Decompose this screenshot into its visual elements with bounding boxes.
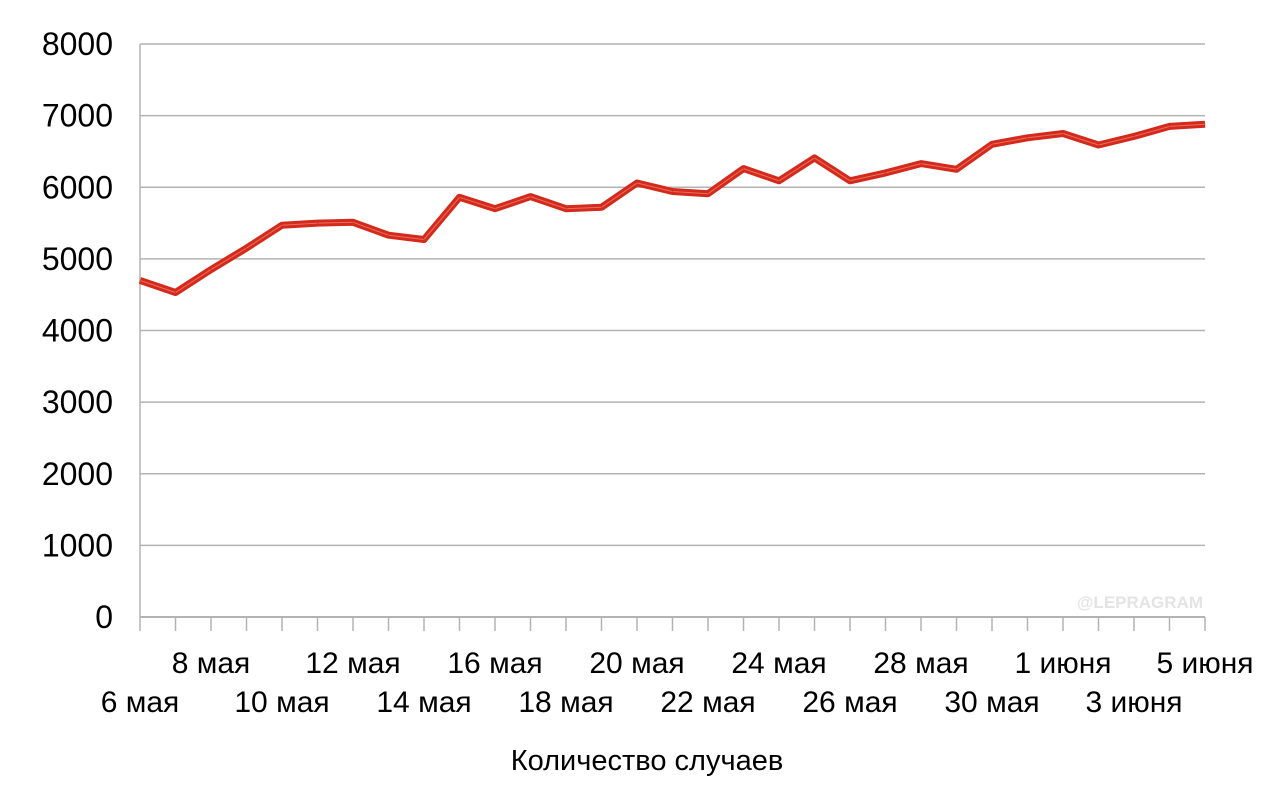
x-tick-label: 18 мая: [518, 686, 613, 719]
data-point: [175, 292, 176, 294]
x-axis-label: Количество случаев: [511, 745, 783, 777]
data-point: [707, 193, 709, 195]
x-tick-label: 30 мая: [944, 686, 1039, 719]
data-point: [991, 143, 993, 145]
y-tick-label: 4000: [42, 313, 113, 349]
x-tick-label: 16 мая: [447, 647, 542, 680]
x-tick-label: 8 мая: [172, 647, 251, 680]
data-point: [210, 269, 212, 271]
x-tick-label: 28 мая: [873, 647, 968, 680]
data-point: [601, 206, 602, 208]
series-line-highlight: [139, 123, 1206, 293]
x-tick-label: 6 мая: [101, 686, 180, 719]
data-point: [459, 196, 460, 198]
x-tick-label: 20 мая: [589, 647, 684, 680]
x-tick-label: 14 мая: [376, 686, 471, 719]
data-point: [494, 208, 496, 210]
data-point: [1062, 133, 1064, 135]
y-tick-label: 1000: [42, 527, 113, 563]
series-line: [138, 120, 1206, 296]
data-point: [814, 157, 815, 159]
x-tick-label: 3 июня: [1085, 686, 1182, 719]
data-point: [1133, 135, 1135, 137]
y-tick-label: 0: [95, 599, 113, 635]
data-point: [1027, 137, 1028, 139]
data-point: [1169, 125, 1170, 127]
data-point: [139, 279, 141, 281]
data-point: [317, 222, 318, 224]
series-group: [138, 120, 1206, 296]
x-tick-label: 10 мая: [234, 686, 329, 719]
data-point: [281, 224, 283, 226]
data-point: [778, 180, 780, 182]
x-tick-label: 24 мая: [731, 647, 826, 680]
data-point: [246, 247, 247, 249]
data-point: [636, 182, 638, 184]
y-tick-label: 3000: [42, 384, 113, 420]
y-tick-label: 5000: [42, 241, 113, 277]
data-point: [672, 191, 673, 193]
watermark: @LEPRAGRAM: [1077, 593, 1203, 612]
y-tick-label: 8000: [42, 26, 113, 62]
x-tick-label: 26 мая: [802, 686, 897, 719]
data-point: [885, 172, 886, 174]
y-tick-label: 6000: [42, 169, 113, 205]
data-point: [530, 196, 531, 198]
data-point: [352, 221, 354, 223]
data-point: [956, 168, 957, 170]
x-tick-label: 5 июня: [1156, 647, 1253, 680]
data-point: [920, 163, 922, 165]
data-point: [849, 180, 851, 182]
data-point: [565, 208, 567, 210]
x-tick-label: 12 мая: [305, 647, 400, 680]
y-tick-label: 2000: [42, 456, 113, 492]
x-tick-label: 22 мая: [660, 686, 755, 719]
data-point: [423, 239, 425, 241]
x-tick-labels: 6 мая 8 мая 10 мая 12 мая 14 мая 16 мая 18 мая…: [101, 647, 1254, 719]
data-point: [1098, 144, 1099, 146]
data-point: [743, 168, 744, 170]
y-tick-label: 7000: [42, 98, 113, 134]
data-point: [1204, 123, 1206, 125]
gridlines: [140, 43, 1205, 547]
y-axis: 0 1000 2000 3000 4000 5000 6000 7000 8000: [42, 26, 141, 635]
x-axis: [139, 616, 1206, 631]
x-tick-label: 1 июня: [1014, 647, 1111, 680]
data-point: [388, 234, 389, 236]
